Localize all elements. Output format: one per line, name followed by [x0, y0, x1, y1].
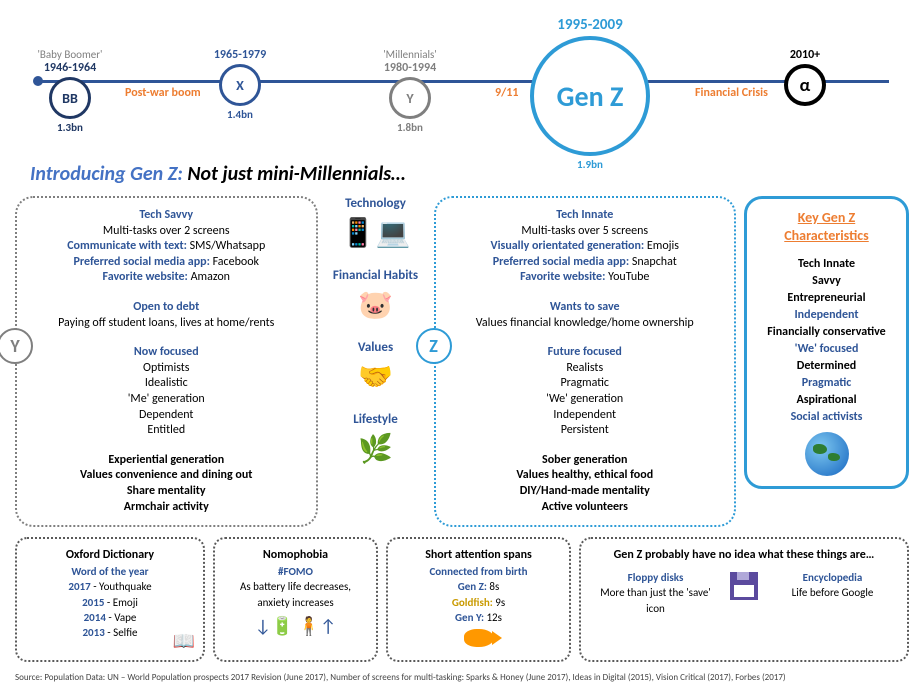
- box-no-idea: Gen Z probably have no idea what these t…: [579, 537, 909, 662]
- key-title: Key Gen Z Characteristics: [759, 209, 894, 245]
- box-oxford: Oxford Dictionary Word of the year 2017 …: [15, 537, 205, 662]
- lifestyle-icon: 🌿: [326, 431, 426, 466]
- floppy-disk-icon: [730, 572, 758, 600]
- key-characteristics-panel: Key Gen Z Characteristics Tech InnateSav…: [744, 196, 909, 489]
- handshake-icon: 🤝: [326, 359, 426, 394]
- timeline-axis: [35, 80, 889, 83]
- main-title: Introducing Gen Z: Not just mini-Millenn…: [30, 162, 909, 186]
- timeline-node-α: 2010+α: [764, 48, 846, 106]
- timeline-node-x: 1965-1979X1.4bn: [199, 48, 281, 121]
- category-column: Technology📱💻 Financial Habits🐷 Values🤝 L…: [326, 196, 426, 484]
- box-nomophobia: Nomophobia #FOMO As battery life decreas…: [213, 537, 378, 662]
- panel-millennials: Y Tech Savvy Multi-tasks over 2 screens …: [15, 196, 318, 527]
- panel-genz: Z Tech Innate Multi-tasks over 5 screens…: [434, 196, 737, 527]
- timeline: 'Baby Boomer'1946-1964BB1.3bn 1965-1979X1…: [15, 10, 909, 150]
- timeline-node-bb: 'Baby Boomer'1946-1964BB1.3bn: [29, 48, 111, 134]
- timeline-node-y: 'Millennials'1980-1994Y1.8bn: [369, 48, 451, 134]
- dictionary-icon: 📖: [173, 629, 195, 654]
- box-attention: Short attention spans Connected from bir…: [386, 537, 571, 662]
- title-tag: Not just mini-Millennials…: [187, 162, 405, 186]
- goldfish-icon: [464, 629, 494, 647]
- source-citation: Source: Population Data: UN – World Popu…: [15, 672, 909, 683]
- title-intro: Introducing Gen Z:: [30, 162, 183, 186]
- piggy-bank-icon: 🐷: [326, 287, 426, 322]
- devices-icon: 📱💻: [326, 215, 426, 250]
- bottom-boxes: Oxford Dictionary Word of the year 2017 …: [15, 537, 909, 662]
- globe-icon: [805, 432, 849, 476]
- battery-anxiety-icon: ↓🔋 🧍↑: [225, 614, 366, 639]
- timeline-node-genz: 1995-2009Gen Z1.9bn: [510, 16, 670, 171]
- badge-z: Z: [416, 328, 452, 364]
- comparison-columns: Y Tech Savvy Multi-tasks over 2 screens …: [15, 196, 909, 527]
